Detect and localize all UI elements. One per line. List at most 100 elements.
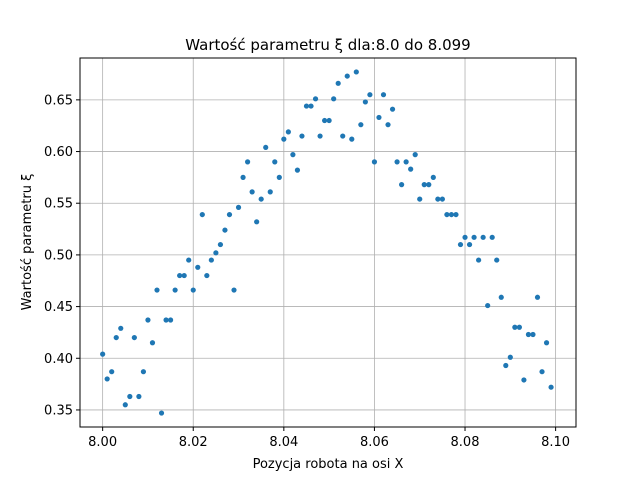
data-point [534, 294, 541, 300]
data-point [335, 80, 341, 86]
data-point [530, 331, 536, 338]
data-point [100, 351, 106, 357]
data-point [358, 122, 364, 128]
data-point [466, 241, 473, 248]
x-tick-label: 8.10 [541, 435, 570, 450]
data-point [195, 264, 201, 270]
data-point [127, 393, 133, 400]
data-point [489, 234, 495, 240]
data-point [525, 331, 532, 338]
data-point [494, 257, 500, 263]
y-tick-label: 0.60 [44, 145, 73, 160]
chart-title: Wartość parametru ξ dla:8.0 do 8.099 [185, 36, 470, 54]
data-point [294, 167, 301, 173]
data-point [476, 257, 482, 263]
data-point [353, 69, 359, 75]
data-point [399, 182, 405, 188]
data-point [290, 152, 296, 158]
y-tick-label: 0.65 [44, 93, 73, 108]
data-point [158, 410, 165, 416]
data-points [100, 69, 554, 416]
data-point [240, 174, 246, 180]
y-tick-label: 0.45 [44, 300, 73, 315]
data-point [362, 99, 368, 105]
data-point [272, 159, 278, 165]
data-point [172, 287, 178, 293]
data-point [385, 122, 391, 128]
data-point [349, 136, 355, 142]
data-point [512, 324, 518, 330]
x-tick-label: 8.02 [179, 435, 208, 450]
x-tick-label: 8.00 [88, 435, 117, 450]
data-point [322, 117, 328, 124]
data-point [285, 129, 291, 135]
data-point [226, 211, 233, 218]
data-point [453, 211, 459, 218]
data-point [448, 211, 455, 218]
data-point [462, 234, 468, 240]
data-point [109, 369, 115, 375]
data-point [167, 317, 174, 323]
data-point [471, 234, 477, 240]
data-point [217, 241, 224, 248]
data-point [485, 302, 491, 309]
data-point [244, 159, 251, 165]
data-point [543, 340, 550, 346]
data-point [190, 287, 196, 293]
data-point [312, 96, 319, 102]
plot-frame [79, 57, 577, 428]
y-tick-label: 0.40 [44, 352, 73, 367]
y-axis-label: Wartość parametru ξ [20, 174, 35, 311]
data-point [149, 340, 156, 346]
data-point [213, 250, 219, 256]
data-point [122, 402, 128, 408]
data-point [426, 182, 432, 188]
data-point [276, 174, 282, 180]
data-point [235, 204, 242, 210]
y-axis-ticks: 0.35 0.40 0.45 0.50 0.55 0.60 0.65 [44, 93, 80, 418]
data-point [376, 114, 382, 121]
data-point [331, 96, 337, 102]
data-point [163, 317, 169, 323]
data-point [521, 377, 527, 383]
x-axis-label: Pozycja robota na osi X [253, 457, 404, 472]
data-point [539, 369, 545, 375]
x-tick-label: 8.04 [269, 435, 298, 450]
data-point [516, 324, 522, 330]
data-point [498, 294, 504, 300]
data-point [548, 384, 554, 390]
data-point [503, 362, 509, 369]
data-point [145, 317, 151, 323]
data-point [140, 369, 147, 375]
data-point [403, 159, 409, 165]
data-point [113, 334, 119, 341]
data-point [208, 257, 214, 263]
data-point [480, 234, 486, 240]
data-point [267, 189, 273, 195]
data-point [231, 287, 237, 293]
data-point [317, 133, 323, 139]
data-point [444, 211, 450, 218]
y-tick-label: 0.50 [44, 248, 73, 263]
data-point [326, 117, 332, 124]
data-point [199, 211, 205, 218]
data-point [118, 325, 124, 331]
data-point [104, 376, 110, 382]
data-point [408, 166, 414, 172]
data-point [136, 393, 142, 400]
data-point [281, 136, 287, 142]
data-point [154, 287, 160, 293]
data-point [412, 152, 418, 158]
x-axis-ticks: 8.00 8.02 8.04 8.06 8.08 8.10 [88, 427, 570, 450]
x-tick-label: 8.06 [360, 435, 389, 450]
grid-lines [80, 58, 576, 427]
data-point [177, 272, 183, 279]
data-point [308, 103, 314, 109]
data-point [430, 174, 436, 180]
data-point [299, 133, 305, 139]
data-point [394, 159, 400, 165]
data-point [303, 103, 310, 109]
data-point [380, 92, 387, 98]
data-point [435, 196, 441, 202]
